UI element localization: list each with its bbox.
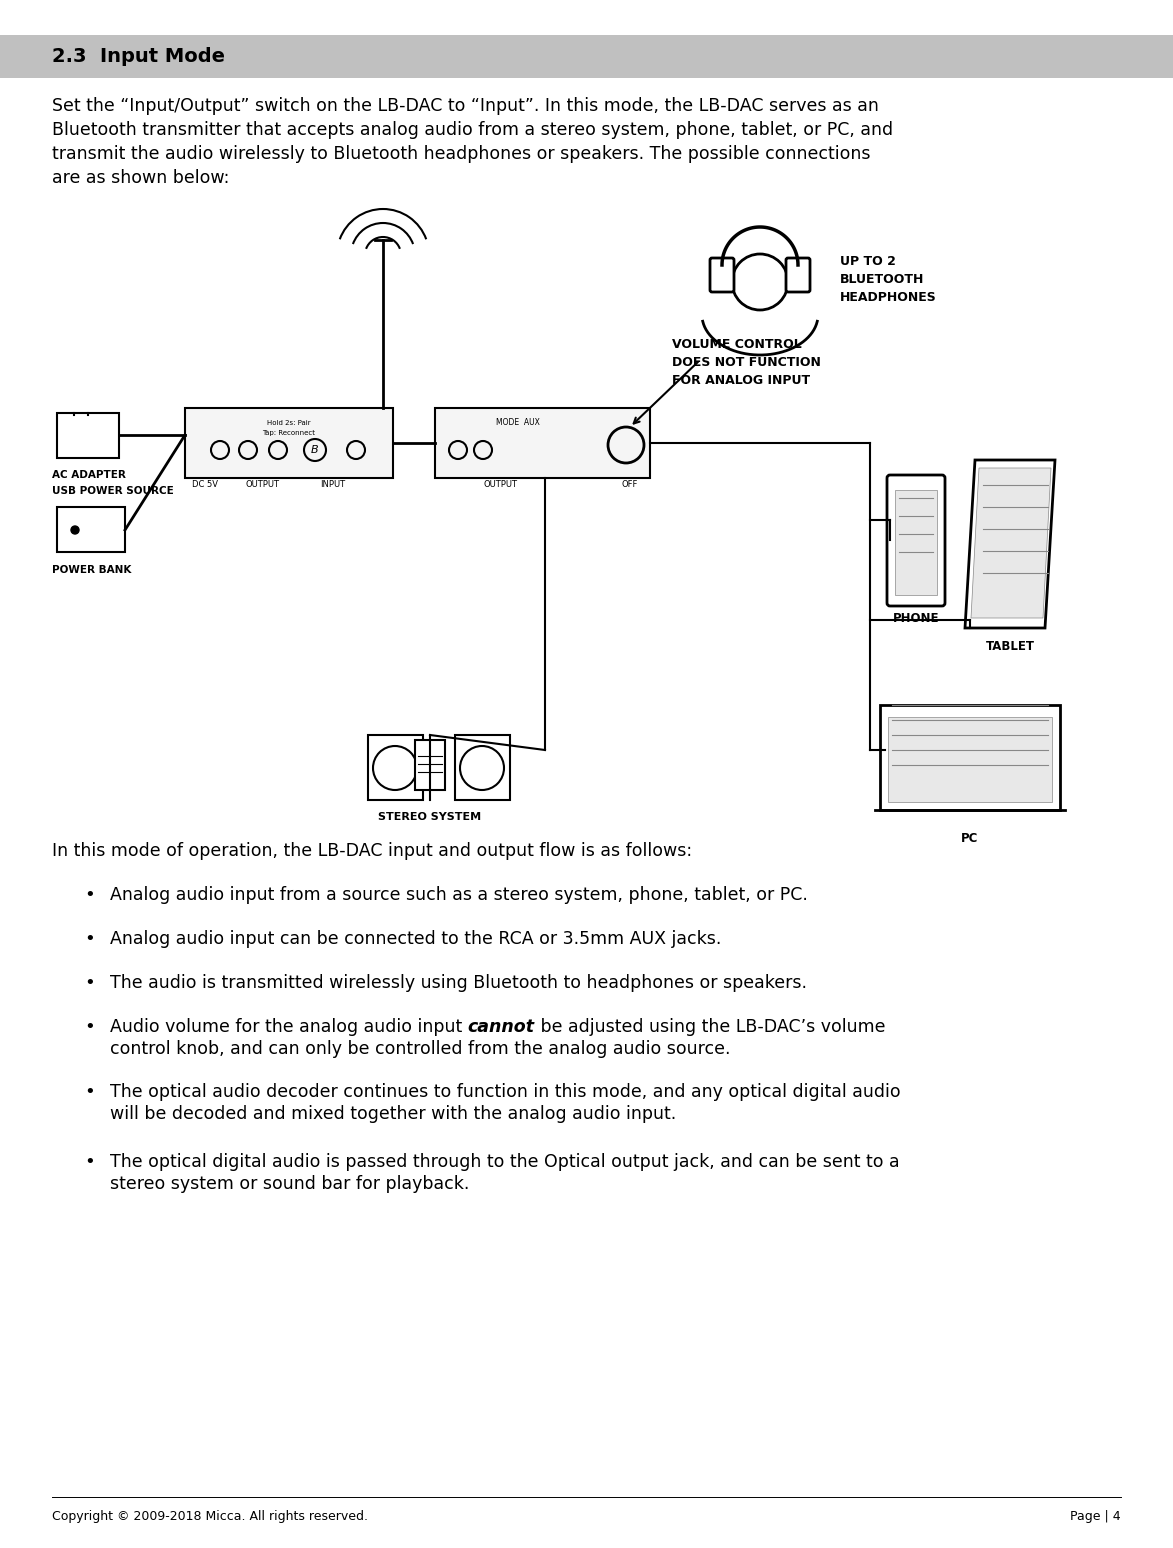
Bar — [368, 735, 423, 800]
Text: POWER BANK: POWER BANK — [52, 565, 131, 574]
Text: The optical digital audio is passed through to the Optical output jack, and can : The optical digital audio is passed thro… — [110, 1153, 900, 1170]
Text: be adjusted using the LB-DAC’s volume: be adjusted using the LB-DAC’s volume — [535, 1019, 886, 1036]
Text: OFF: OFF — [622, 480, 638, 489]
Text: The audio is transmitted wirelessly using Bluetooth to headphones or speakers.: The audio is transmitted wirelessly usin… — [110, 974, 807, 992]
Text: The optical audio decoder continues to function in this mode, and any optical di: The optical audio decoder continues to f… — [110, 1084, 901, 1101]
FancyBboxPatch shape — [887, 475, 945, 605]
Text: •: • — [84, 930, 95, 947]
Text: B: B — [311, 444, 319, 455]
Bar — [57, 508, 126, 553]
Text: TABLET: TABLET — [985, 639, 1035, 653]
Text: Tap: Reconnect: Tap: Reconnect — [263, 430, 316, 437]
Text: STEREO SYSTEM: STEREO SYSTEM — [379, 813, 482, 822]
Text: OUTPUT: OUTPUT — [245, 480, 279, 489]
FancyBboxPatch shape — [710, 259, 734, 293]
Text: PC: PC — [962, 831, 978, 845]
Text: Analog audio input can be connected to the RCA or 3.5mm AUX jacks.: Analog audio input can be connected to t… — [110, 930, 721, 947]
Text: In this mode of operation, the LB-DAC input and output flow is as follows:: In this mode of operation, the LB-DAC in… — [52, 842, 692, 861]
Bar — [455, 735, 510, 800]
FancyBboxPatch shape — [786, 259, 811, 293]
Text: DC 5V: DC 5V — [192, 480, 218, 489]
Text: Bluetooth transmitter that accepts analog audio from a stereo system, phone, tab: Bluetooth transmitter that accepts analo… — [52, 121, 893, 139]
Text: stereo system or sound bar for playback.: stereo system or sound bar for playback. — [110, 1175, 469, 1194]
Text: Set the “Input/Output” switch on the LB-DAC to “Input”. In this mode, the LB-DAC: Set the “Input/Output” switch on the LB-… — [52, 98, 879, 115]
Text: USB POWER SOURCE: USB POWER SOURCE — [52, 486, 174, 495]
Text: UP TO 2
BLUETOOTH
HEADPHONES: UP TO 2 BLUETOOTH HEADPHONES — [840, 255, 937, 303]
Circle shape — [72, 526, 79, 534]
Text: are as shown below:: are as shown below: — [52, 169, 230, 187]
Text: •: • — [84, 974, 95, 992]
Bar — [895, 491, 937, 594]
Bar — [880, 704, 1060, 810]
Text: PHONE: PHONE — [893, 611, 940, 625]
Text: AC ADAPTER: AC ADAPTER — [52, 471, 126, 480]
Text: •: • — [84, 1153, 95, 1170]
Text: •: • — [84, 885, 95, 904]
Text: 2.3  Input Mode: 2.3 Input Mode — [52, 46, 225, 67]
Bar — [57, 413, 118, 458]
Bar — [185, 409, 393, 478]
Bar — [435, 409, 650, 478]
Polygon shape — [965, 460, 1055, 628]
Text: Page | 4: Page | 4 — [1071, 1509, 1121, 1523]
Text: Hold 2s: Pair: Hold 2s: Pair — [267, 420, 311, 426]
Polygon shape — [971, 467, 1051, 618]
Text: INPUT: INPUT — [320, 480, 346, 489]
Bar — [0, 36, 1173, 77]
Text: •: • — [84, 1019, 95, 1036]
Text: MODE  AUX: MODE AUX — [495, 418, 540, 427]
Text: cannot: cannot — [468, 1019, 535, 1036]
Text: VOLUME CONTROL
DOES NOT FUNCTION
FOR ANALOG INPUT: VOLUME CONTROL DOES NOT FUNCTION FOR ANA… — [672, 337, 821, 387]
Text: •: • — [84, 1084, 95, 1101]
Text: control knob, and can only be controlled from the analog audio source.: control knob, and can only be controlled… — [110, 1040, 731, 1057]
Text: transmit the audio wirelessly to Bluetooth headphones or speakers. The possible : transmit the audio wirelessly to Bluetoo… — [52, 146, 870, 163]
Text: Analog audio input from a source such as a stereo system, phone, tablet, or PC.: Analog audio input from a source such as… — [110, 885, 808, 904]
Text: Audio volume for the analog audio input: Audio volume for the analog audio input — [110, 1019, 468, 1036]
Text: will be decoded and mixed together with the analog audio input.: will be decoded and mixed together with … — [110, 1105, 677, 1122]
Bar — [415, 740, 445, 789]
Bar — [888, 717, 1052, 802]
Text: Copyright © 2009-2018 Micca. All rights reserved.: Copyright © 2009-2018 Micca. All rights … — [52, 1509, 368, 1523]
Text: OUTPUT: OUTPUT — [483, 480, 517, 489]
